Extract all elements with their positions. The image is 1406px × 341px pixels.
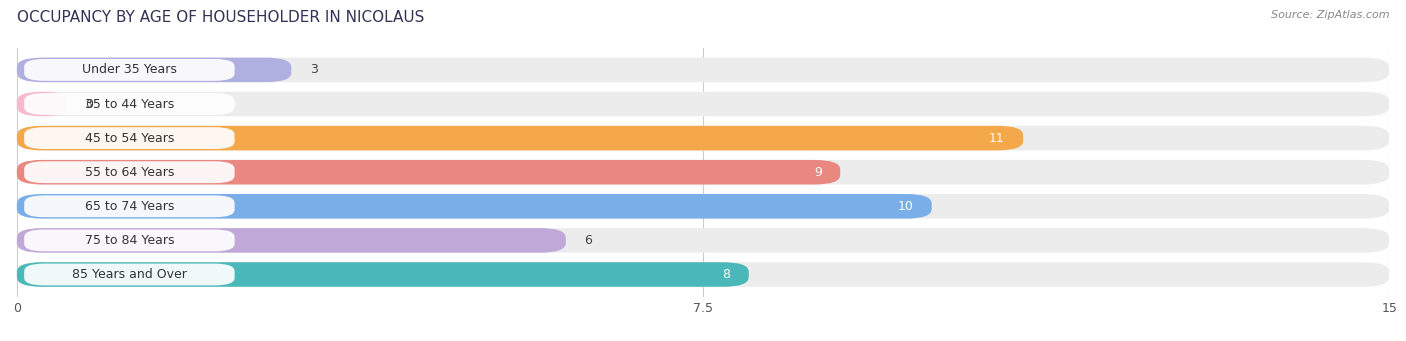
FancyBboxPatch shape: [17, 194, 932, 219]
Text: 85 Years and Over: 85 Years and Over: [72, 268, 187, 281]
Text: 11: 11: [990, 132, 1005, 145]
FancyBboxPatch shape: [17, 92, 67, 116]
FancyBboxPatch shape: [24, 195, 235, 217]
FancyBboxPatch shape: [24, 264, 235, 285]
FancyBboxPatch shape: [24, 93, 235, 115]
Text: Under 35 Years: Under 35 Years: [82, 63, 177, 76]
FancyBboxPatch shape: [17, 228, 565, 253]
Text: 0: 0: [86, 98, 93, 110]
Text: 6: 6: [583, 234, 592, 247]
FancyBboxPatch shape: [17, 262, 749, 287]
FancyBboxPatch shape: [24, 161, 235, 183]
Text: 35 to 44 Years: 35 to 44 Years: [84, 98, 174, 110]
FancyBboxPatch shape: [17, 92, 1389, 116]
FancyBboxPatch shape: [17, 58, 1389, 82]
Text: 45 to 54 Years: 45 to 54 Years: [84, 132, 174, 145]
Text: OCCUPANCY BY AGE OF HOUSEHOLDER IN NICOLAUS: OCCUPANCY BY AGE OF HOUSEHOLDER IN NICOL…: [17, 10, 425, 25]
FancyBboxPatch shape: [24, 127, 235, 149]
Text: 3: 3: [309, 63, 318, 76]
FancyBboxPatch shape: [17, 228, 1389, 253]
Text: Source: ZipAtlas.com: Source: ZipAtlas.com: [1271, 10, 1389, 20]
Text: 55 to 64 Years: 55 to 64 Years: [84, 166, 174, 179]
Text: 8: 8: [723, 268, 731, 281]
FancyBboxPatch shape: [24, 229, 235, 251]
FancyBboxPatch shape: [17, 58, 291, 82]
Text: 9: 9: [814, 166, 823, 179]
Text: 65 to 74 Years: 65 to 74 Years: [84, 200, 174, 213]
Text: 10: 10: [897, 200, 914, 213]
FancyBboxPatch shape: [17, 262, 1389, 287]
FancyBboxPatch shape: [24, 59, 235, 81]
FancyBboxPatch shape: [17, 160, 1389, 184]
FancyBboxPatch shape: [17, 126, 1024, 150]
FancyBboxPatch shape: [17, 194, 1389, 219]
Text: 75 to 84 Years: 75 to 84 Years: [84, 234, 174, 247]
FancyBboxPatch shape: [17, 160, 841, 184]
FancyBboxPatch shape: [17, 126, 1389, 150]
